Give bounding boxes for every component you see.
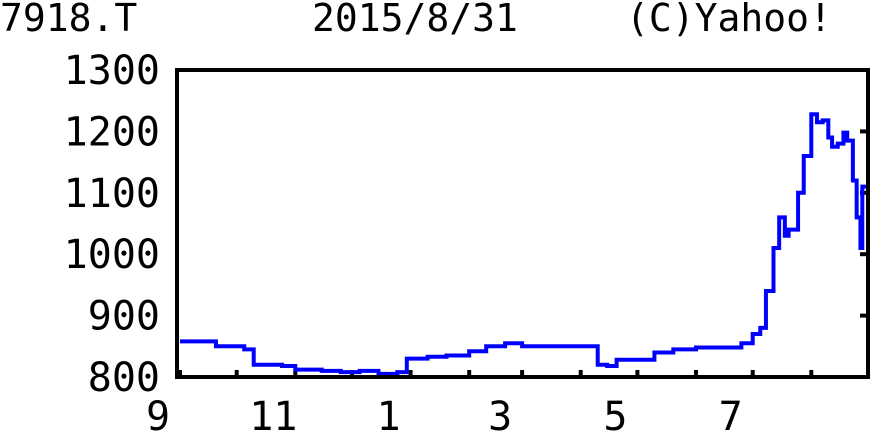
copyright-label: (C)Yahoo! xyxy=(626,0,832,40)
plot-frame xyxy=(175,68,870,379)
x-tick-label: 7 xyxy=(719,394,743,436)
x-tick-label: 3 xyxy=(488,394,512,436)
x-tick-label: 1 xyxy=(377,394,401,436)
y-tick-label: 1200 xyxy=(64,109,160,155)
y-tick-label: 1300 xyxy=(64,48,160,94)
ticker-label: 7918.T xyxy=(0,0,138,40)
y-tick-label: 1000 xyxy=(64,232,160,278)
y-tick-label: 800 xyxy=(88,355,160,401)
y-tick-label: 900 xyxy=(88,294,160,340)
x-tick-label: 9 xyxy=(146,394,170,436)
y-tick-label: 1100 xyxy=(64,171,160,217)
price-line xyxy=(180,112,870,376)
x-tick-label: 5 xyxy=(603,394,627,436)
x-tick-label: 11 xyxy=(249,394,297,436)
date-label: 2015/8/31 xyxy=(312,0,518,40)
